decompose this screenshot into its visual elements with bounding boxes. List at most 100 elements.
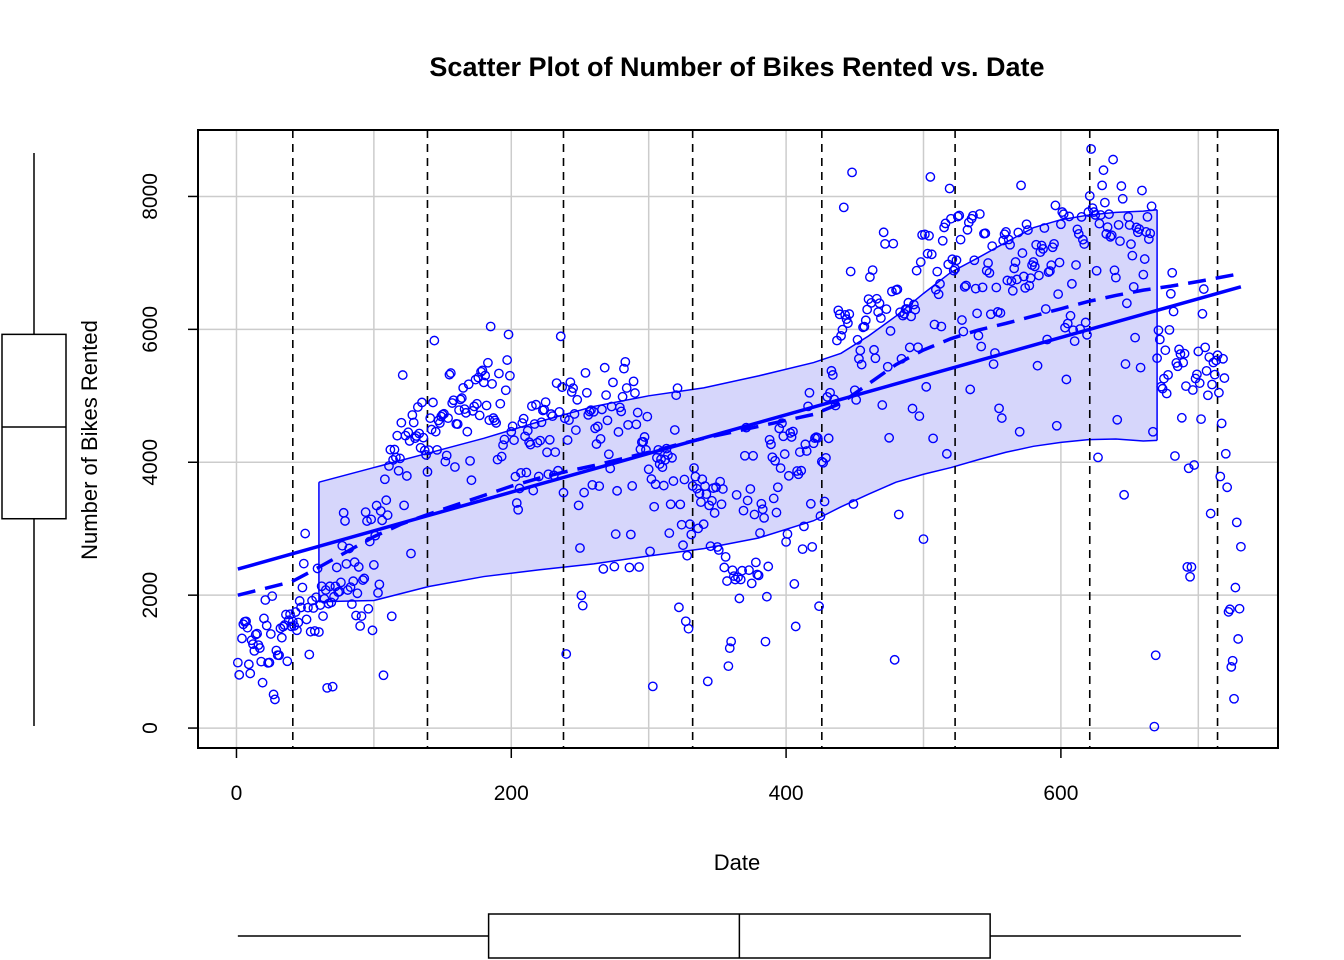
data-point	[455, 394, 466, 405]
data-point	[674, 602, 684, 613]
data-point	[388, 454, 399, 465]
data-point	[283, 615, 294, 626]
data-point	[801, 446, 812, 456]
data-point	[665, 499, 676, 510]
data-point	[440, 456, 451, 467]
data-point	[746, 578, 757, 589]
data-point	[753, 570, 764, 581]
data-point	[557, 382, 568, 393]
data-point	[1076, 212, 1087, 222]
data-point	[774, 423, 785, 434]
x-marginal-boxplot	[237, 913, 1241, 959]
data-point	[309, 626, 320, 636]
data-point	[1053, 289, 1064, 300]
data-point	[1205, 508, 1216, 519]
data-point	[270, 694, 280, 705]
data-point	[1007, 285, 1018, 296]
data-point	[572, 394, 583, 405]
data-point	[513, 504, 524, 515]
data-point	[889, 654, 900, 665]
data-point	[521, 467, 532, 478]
data-point	[959, 281, 970, 292]
data-point	[907, 403, 918, 414]
data-point	[261, 620, 272, 631]
data-point	[698, 519, 709, 530]
data-point	[443, 413, 453, 424]
data-point	[477, 365, 488, 376]
data-point	[452, 419, 463, 430]
data-point	[327, 681, 338, 692]
data-point	[432, 444, 442, 455]
data-point	[397, 370, 408, 380]
data-point	[594, 481, 605, 492]
data-point	[976, 341, 987, 352]
data-point	[392, 430, 403, 441]
data-point	[1110, 272, 1121, 283]
data-point	[565, 377, 576, 388]
data-point	[301, 614, 312, 625]
data-point	[531, 399, 541, 410]
y-tick-label: 8000	[139, 173, 162, 220]
data-point	[645, 546, 655, 557]
data-point	[980, 228, 991, 239]
data-point	[1069, 336, 1080, 347]
data-point	[1006, 276, 1017, 287]
data-point	[1211, 355, 1222, 366]
y-axis: 0 2000 4000 6000 8000	[139, 173, 198, 734]
data-point	[509, 435, 519, 446]
data-point	[378, 670, 389, 681]
data-point	[617, 391, 628, 402]
data-point	[576, 590, 587, 601]
data-point	[597, 404, 607, 415]
data-point	[1163, 369, 1173, 380]
data-point	[1071, 260, 1081, 270]
data-point	[1168, 306, 1179, 317]
data-point	[526, 401, 537, 412]
data-point	[1164, 324, 1175, 335]
data-point	[1194, 378, 1205, 389]
data-point	[620, 356, 631, 367]
data-point	[1102, 222, 1113, 233]
data-point	[1054, 257, 1065, 268]
data-point	[1170, 451, 1180, 461]
data-point	[643, 464, 654, 475]
data-point	[547, 411, 558, 422]
data-point	[892, 284, 903, 295]
data-point	[294, 596, 305, 606]
data-point	[568, 383, 579, 394]
data-point	[503, 329, 514, 340]
y-tick-label: 2000	[139, 572, 162, 619]
data-point	[304, 649, 315, 660]
data-point	[1090, 210, 1101, 220]
data-point	[525, 439, 536, 450]
data-point	[804, 387, 815, 398]
data-point	[941, 448, 952, 459]
data-point	[799, 521, 809, 532]
data-point	[390, 452, 401, 463]
data-point	[1152, 353, 1162, 364]
data-point	[1142, 211, 1153, 222]
data-point	[639, 432, 650, 442]
y-marginal-boxplot	[1, 153, 67, 726]
data-point	[1058, 209, 1069, 220]
data-point	[1014, 426, 1025, 437]
data-point	[768, 493, 779, 504]
data-point	[281, 609, 291, 620]
data-point	[840, 309, 851, 320]
data-point	[491, 418, 502, 428]
data-point	[1057, 207, 1068, 217]
data-point	[1201, 365, 1212, 376]
data-point	[1148, 426, 1158, 437]
data-point	[786, 432, 797, 442]
data-point	[1005, 239, 1015, 250]
data-point	[935, 278, 945, 289]
data-point	[614, 402, 625, 413]
data-point	[664, 528, 675, 539]
data-point	[788, 426, 798, 437]
data-point	[595, 433, 606, 444]
data-point	[1056, 219, 1066, 230]
data-point	[377, 515, 388, 526]
data-point	[797, 544, 808, 555]
data-point	[790, 621, 801, 632]
data-point	[1175, 349, 1186, 359]
